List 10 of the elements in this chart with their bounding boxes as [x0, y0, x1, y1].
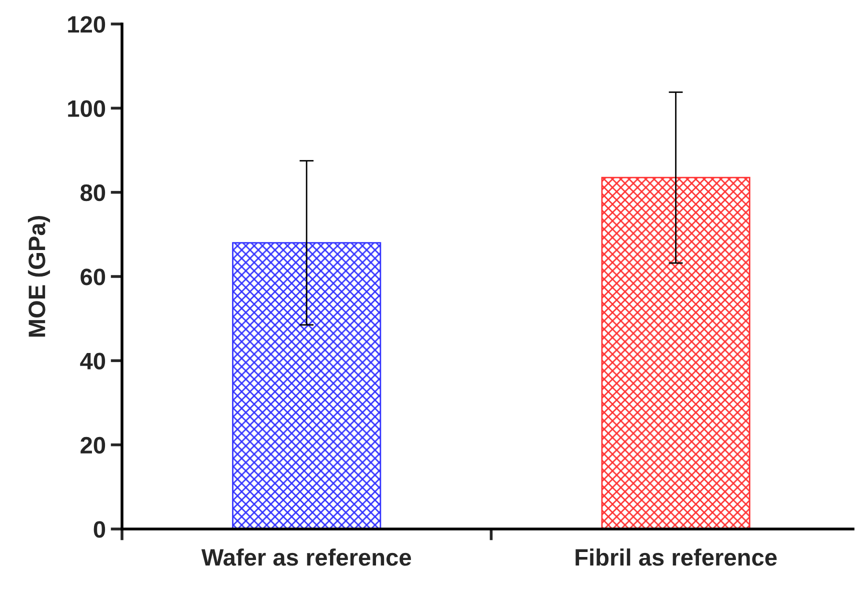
y-tick-label: 120 — [68, 16, 106, 33]
y-tick-label: 80 — [80, 184, 106, 202]
y-tick-label: 40 — [80, 352, 106, 370]
y-tick-label: 100 — [68, 100, 106, 117]
y-tick-label: 20 — [80, 436, 106, 454]
x-tick-label: Fibril as reference — [576, 548, 777, 566]
y-axis-title: MOE (GPa) — [28, 216, 50, 337]
y-tick-label: 0 — [94, 521, 106, 538]
x-tick-label: Wafer as reference — [201, 548, 412, 566]
y-tick-label: 60 — [80, 268, 106, 286]
